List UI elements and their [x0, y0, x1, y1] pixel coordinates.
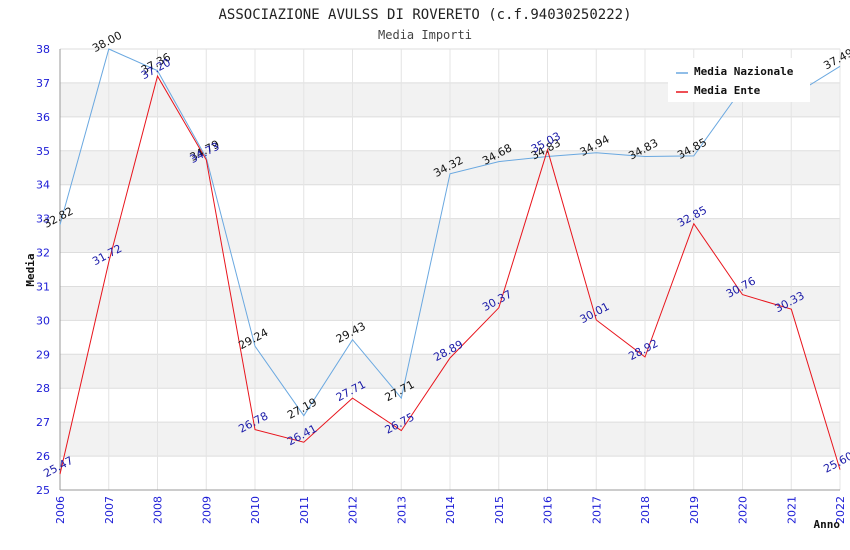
- chart-subtitle: Media Importi: [378, 28, 472, 42]
- y-axis-ticks: 25 26 27 28 29 30 31 32 33 34 35 36 37 38: [36, 43, 50, 497]
- x-tick-2019: 2019: [688, 496, 701, 524]
- x-tick-2012: 2012: [347, 496, 360, 524]
- y-tick-36: 36: [36, 111, 50, 124]
- y-tick-29: 29: [36, 348, 50, 361]
- legend-box: [668, 58, 810, 102]
- x-tick-2022: 2022: [834, 496, 847, 524]
- y-tick-25: 25: [36, 484, 50, 497]
- y-tick-27: 27: [36, 416, 50, 429]
- x-tick-2020: 2020: [737, 496, 750, 524]
- y-tick-35: 35: [36, 145, 50, 158]
- x-tick-2016: 2016: [542, 496, 555, 524]
- x-tick-2007: 2007: [103, 496, 116, 524]
- x-axis-label: Anno: [814, 518, 841, 531]
- x-tick-2011: 2011: [298, 496, 311, 524]
- chart-title: ASSOCIAZIONE AVULSS DI ROVERETO (c.f.940…: [218, 7, 631, 23]
- y-tick-34: 34: [36, 179, 50, 192]
- x-tick-2009: 2009: [200, 496, 213, 524]
- x-tick-2014: 2014: [444, 496, 457, 524]
- x-tick-2008: 2008: [152, 496, 165, 524]
- legend: Media Nazionale Media Ente: [668, 58, 810, 102]
- y-tick-28: 28: [36, 382, 50, 395]
- series-line-1: [59, 74, 841, 475]
- series-line-0: [59, 48, 841, 417]
- legend-label-nazionale: Media Nazionale: [694, 65, 794, 78]
- x-tick-2015: 2015: [493, 496, 506, 524]
- y-tick-31: 31: [36, 280, 50, 293]
- x-tick-2021: 2021: [785, 496, 798, 524]
- y-tick-30: 30: [36, 314, 50, 327]
- y-axis-label: Media: [24, 253, 37, 286]
- y-tick-26: 26: [36, 450, 50, 463]
- series-lines: [59, 48, 841, 475]
- x-tick-2010: 2010: [249, 496, 262, 524]
- x-tick-2006: 2006: [54, 496, 67, 524]
- y-tick-38: 38: [36, 43, 50, 56]
- y-tick-33: 33: [36, 213, 50, 226]
- axes: [59, 49, 840, 491]
- x-axis-ticks: 2006 2007 2008 2009 2010 2011 2012 2013 2014 2015…: [54, 496, 847, 524]
- gridlines: [59, 48, 841, 491]
- y-tick-37: 37: [36, 77, 50, 90]
- y-tick-32: 32: [36, 247, 50, 260]
- x-tick-2017: 2017: [590, 496, 603, 524]
- x-tick-2013: 2013: [395, 496, 408, 524]
- x-tick-2018: 2018: [639, 496, 652, 524]
- legend-label-ente: Media Ente: [694, 84, 761, 97]
